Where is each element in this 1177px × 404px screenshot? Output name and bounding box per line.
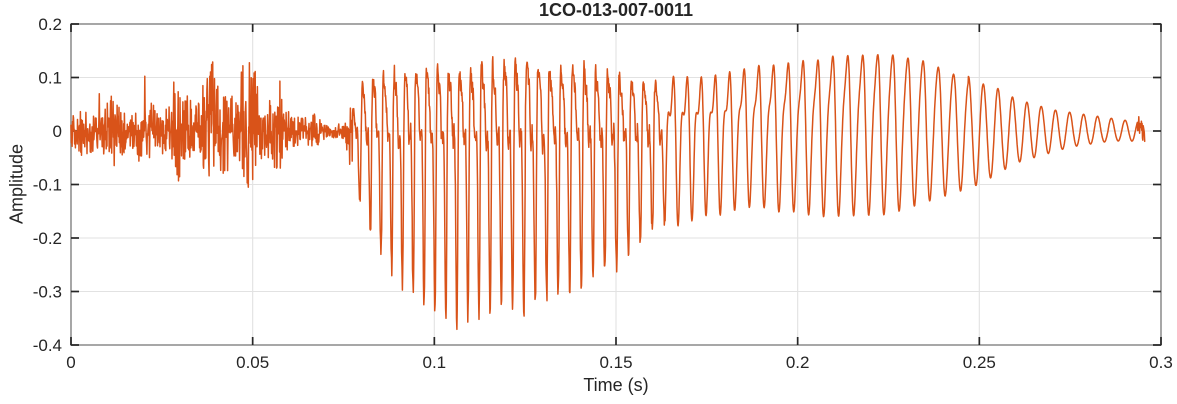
x-tick-label: 0.1 (423, 353, 447, 372)
x-tick-label: 0.15 (599, 353, 632, 372)
x-axis-label: Time (s) (583, 375, 649, 395)
y-tick-label: 0 (53, 122, 62, 141)
y-tick-label: -0.3 (33, 283, 62, 302)
x-tick-label: 0 (66, 353, 75, 372)
y-tick-label: 0.2 (38, 15, 62, 34)
x-tick-label: 0.2 (786, 353, 810, 372)
waveform-line (70, 54, 1146, 331)
y-tick-label: 0.1 (38, 69, 62, 88)
y-tick-label: -0.1 (33, 176, 62, 195)
x-tick-label: 0.3 (1149, 353, 1173, 372)
y-axis-label: Amplitude (6, 143, 27, 225)
chart-title: 1CO-013-007-0011 (538, 0, 694, 20)
y-tick-label: -0.4 (33, 336, 62, 355)
x-tick-label: 0.25 (963, 353, 996, 372)
x-tick-label: 0.05 (236, 353, 269, 372)
y-tick-label: -0.2 (33, 229, 62, 248)
